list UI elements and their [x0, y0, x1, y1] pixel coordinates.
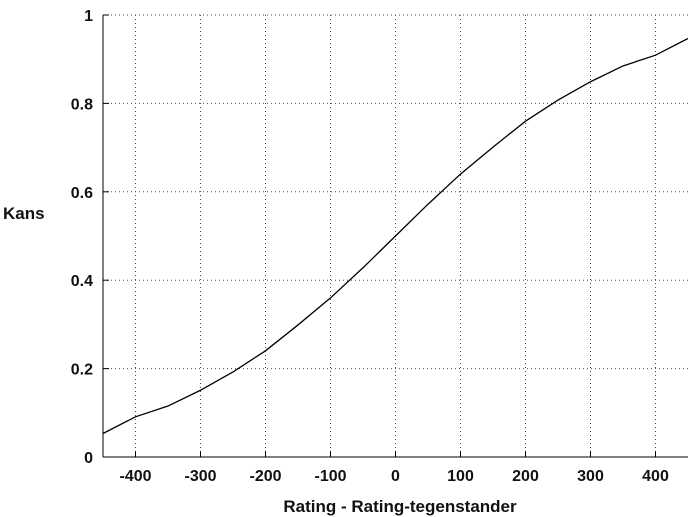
y-tick-label: 0.4 [71, 273, 93, 290]
x-tick-label: -200 [249, 468, 281, 485]
y-tick-label: 0.2 [71, 362, 93, 379]
y-tick-label: 1 [84, 8, 93, 25]
x-tick-label: 0 [391, 468, 400, 485]
y-tick-label: 0.6 [71, 185, 93, 202]
x-tick-labels: -400 -300 -200 -100 0 100 200 300 400 [119, 468, 668, 485]
x-tick-label: -300 [184, 468, 216, 485]
series-line [102, 37, 688, 435]
axes [102, 14, 688, 458]
x-tick-label: 100 [447, 468, 474, 485]
x-tick-label: 300 [577, 468, 604, 485]
y-tick-labels: 0 0.2 0.4 0.6 0.8 1 [71, 8, 93, 467]
x-tick-label: 400 [642, 468, 669, 485]
x-tick-label: -400 [119, 468, 151, 485]
y-axis-label: Kans [3, 204, 45, 223]
y-tick-label: 0 [84, 450, 93, 467]
x-axis-label: Rating - Rating-tegenstander [283, 497, 517, 516]
y-tick-label: 0.8 [71, 96, 93, 113]
x-tick-label: 200 [512, 468, 539, 485]
x-tick-label: -100 [314, 468, 346, 485]
